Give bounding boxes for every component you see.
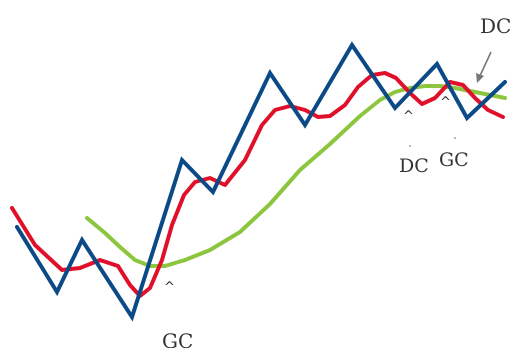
series-long-ma	[85, 84, 507, 268]
series-price	[15, 41, 507, 322]
annotation-arrow	[476, 51, 492, 83]
annotation-gc-middle: GC	[439, 149, 469, 171]
annotation-dc-top: DC	[480, 14, 511, 38]
series-layer	[10, 41, 507, 322]
cross-dot-gc	[454, 137, 456, 139]
annotation-gc-bottom: GC	[162, 329, 193, 348]
annotation-dc-middle: DC	[399, 155, 429, 177]
cross-marker-dc: ^	[403, 109, 414, 124]
cross-dot-dc	[409, 145, 411, 147]
cross-marker-gc: ^	[440, 95, 451, 110]
cross-marker-bottom: ^	[164, 280, 175, 295]
series-short-ma	[10, 71, 505, 298]
